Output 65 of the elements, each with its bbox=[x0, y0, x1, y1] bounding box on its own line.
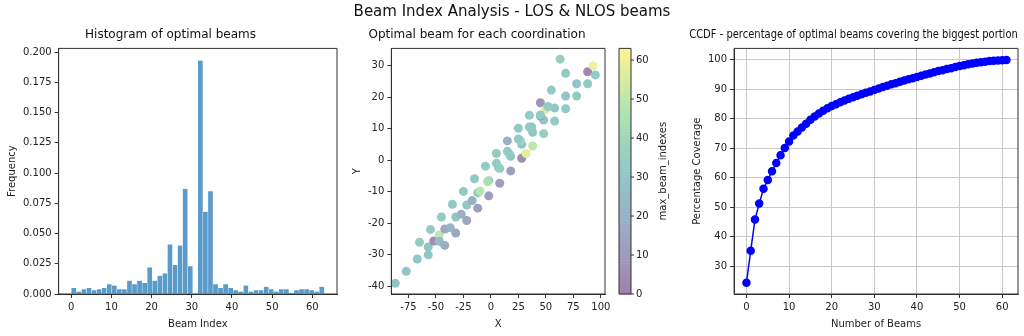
color-bar-label: 30 bbox=[636, 170, 649, 182]
x-tick-label: 50 bbox=[539, 300, 553, 312]
y-tick-label: -40 bbox=[367, 280, 385, 292]
x-tick-label: 30 bbox=[185, 300, 199, 312]
x-tick-label: 10 bbox=[105, 300, 118, 312]
y-tick-label: 0.175 bbox=[22, 75, 52, 87]
y-axis-title: Percentage Coverage bbox=[690, 117, 702, 225]
color-bar-label: 10 bbox=[636, 248, 649, 260]
x-tick-label: 25 bbox=[512, 300, 525, 312]
text: Beam Index Analysis - LOS & NLOS beams bbox=[352, 2, 672, 20]
x-tick-label: 40 bbox=[910, 300, 924, 312]
y-tick-label: 30 bbox=[371, 59, 385, 71]
chart-title: Histogram of optimal beams bbox=[85, 27, 256, 42]
color-bar-label: 50 bbox=[636, 92, 649, 104]
y-tick-label: 0.150 bbox=[22, 106, 52, 118]
y-tick-label: 0.075 bbox=[22, 196, 52, 208]
x-tick-label: 50 bbox=[953, 300, 966, 312]
y-tick-label: 100 bbox=[707, 53, 728, 65]
x-tick-label: 60 bbox=[305, 300, 319, 312]
color-bar-label: 20 bbox=[636, 209, 649, 221]
y-tick-label: 0.200 bbox=[22, 45, 52, 57]
y-tick-label: 90 bbox=[714, 82, 728, 94]
y-tick-label: 40 bbox=[714, 230, 728, 242]
y-axis-title: Frequency bbox=[5, 145, 17, 198]
color-bar-label: 0 bbox=[636, 287, 643, 299]
x-tick-label: 100 bbox=[591, 300, 611, 312]
x-tick-label: -50 bbox=[427, 300, 445, 312]
x-tick-label: 20 bbox=[145, 300, 158, 312]
x-tick-label: 50 bbox=[265, 300, 279, 312]
y-tick-label: 20 bbox=[371, 90, 385, 102]
y-tick-label: 0.125 bbox=[22, 136, 52, 148]
y-tick-label: 0.025 bbox=[22, 257, 52, 269]
x-tick-label: 20 bbox=[825, 300, 839, 312]
y-tick-label: 10 bbox=[371, 122, 385, 134]
x-tick-label: 0 bbox=[68, 300, 75, 312]
x-tick-label: 10 bbox=[782, 300, 796, 312]
y-tick-label: 0.050 bbox=[22, 227, 52, 239]
x-tick-label: -75 bbox=[400, 300, 417, 312]
y-tick-label: 0 bbox=[377, 153, 385, 165]
color-bar-title: max_beam_indexes bbox=[656, 121, 669, 221]
x-tick-label: 0 bbox=[743, 300, 750, 312]
y-tick-label: 0.000 bbox=[22, 287, 52, 299]
chart-title: CCDF - percentage of optimal beams covering the biggest portion bbox=[689, 27, 1018, 42]
y-tick-label: 70 bbox=[714, 141, 728, 153]
y-tick-label: 80 bbox=[714, 112, 728, 124]
x-axis-title: Number of Beams bbox=[830, 317, 922, 329]
y-tick-label: 0.100 bbox=[22, 166, 52, 178]
x-tick-label: -25 bbox=[455, 300, 472, 312]
x-tick-label: 30 bbox=[867, 300, 881, 312]
y-tick-label: -30 bbox=[367, 248, 385, 260]
y-tick-label: 60 bbox=[714, 171, 728, 183]
x-axis-title: Beam Index bbox=[168, 317, 228, 329]
y-tick-label: -20 bbox=[367, 216, 385, 228]
color-bar-label: 60 bbox=[636, 53, 649, 65]
chart-title: Optimal beam for each coordination bbox=[368, 27, 586, 42]
x-tick-label: 75 bbox=[566, 300, 580, 312]
x-tick-label: 40 bbox=[225, 300, 239, 312]
color-bar-label: 40 bbox=[636, 131, 649, 143]
y-axis-title: Y bbox=[350, 167, 362, 176]
x-tick-label: 0 bbox=[487, 300, 495, 312]
y-tick-label: 30 bbox=[714, 259, 728, 271]
y-tick-label: 50 bbox=[714, 200, 728, 212]
x-tick-label: 60 bbox=[995, 300, 1009, 312]
x-axis-title: X bbox=[494, 317, 502, 329]
y-tick-label: -10 bbox=[367, 185, 385, 197]
